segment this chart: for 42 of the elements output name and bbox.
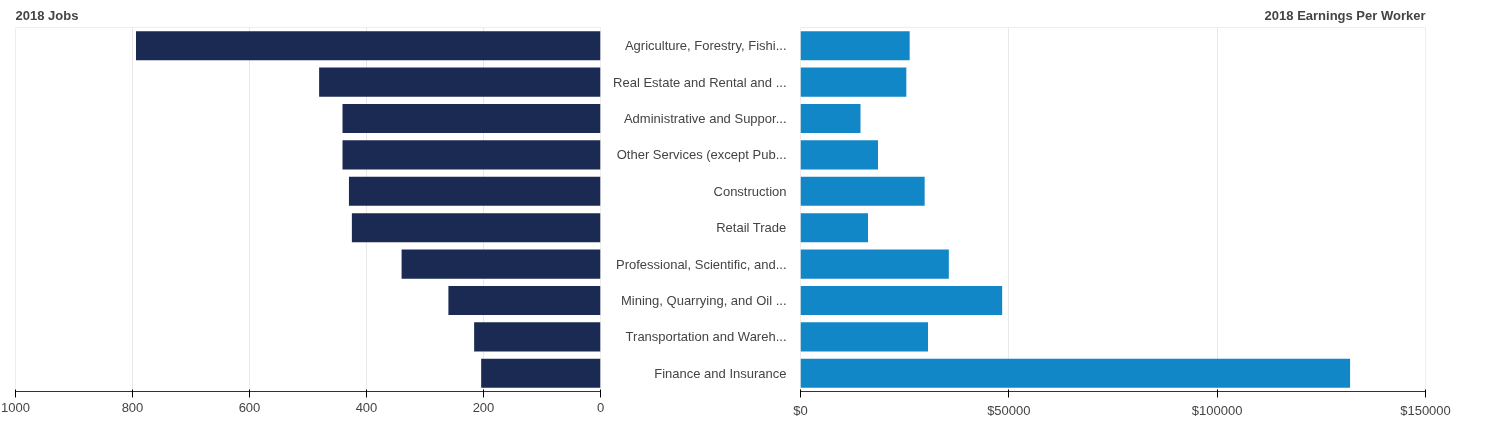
bar [800,176,925,206]
x-tick-label: $0 [793,402,808,418]
bar [800,358,1351,388]
bar [800,31,910,61]
x-tick-label: 200 [472,399,495,415]
x-tick-label: 1000 [1,399,30,415]
bar [136,31,601,61]
bar [481,358,601,388]
x-tick-label: $50000 [987,402,1031,418]
y-tick-label: Retail Trade [716,220,787,236]
y-tick-label: Real Estate and Rental and ... [613,74,787,90]
y-tick-label: Transportation and Wareh... [625,329,787,345]
bar [800,67,907,97]
bar [800,285,1003,316]
bar [401,249,601,279]
bar [448,285,601,316]
y-tick-label: Construction [713,183,787,199]
y-tick-label: Agriculture, Forestry, Fishi... [624,38,787,54]
bar [800,213,868,243]
x-tick-label: 600 [238,399,261,415]
y-tick-label: Finance and Insurance [654,365,787,381]
bar [474,322,601,352]
y-tick-label: Mining, Quarrying, and Oil ... [621,293,787,308]
bar [800,322,928,352]
x-tick-label: 400 [355,399,378,415]
bar [351,213,601,243]
bar [342,103,601,134]
chart-title: 2018 Earnings Per Worker [1264,7,1426,23]
chart-title: 2018 Jobs [15,7,79,23]
x-tick-label: $100000 [1191,402,1243,418]
bar [319,67,601,97]
y-tick-label: Administrative and Suppor... [623,111,787,126]
x-tick-label: 800 [121,399,144,415]
x-tick-label: $150000 [1400,402,1451,418]
bar [800,140,878,170]
bar [348,176,601,206]
x-tick-label: 0 [596,399,605,415]
bar [342,140,601,170]
y-tick-label: Professional, Scientific, and... [615,256,787,272]
bar [800,249,949,279]
bar [800,103,861,134]
y-tick-label: Other Services (except Pub... [616,147,787,163]
